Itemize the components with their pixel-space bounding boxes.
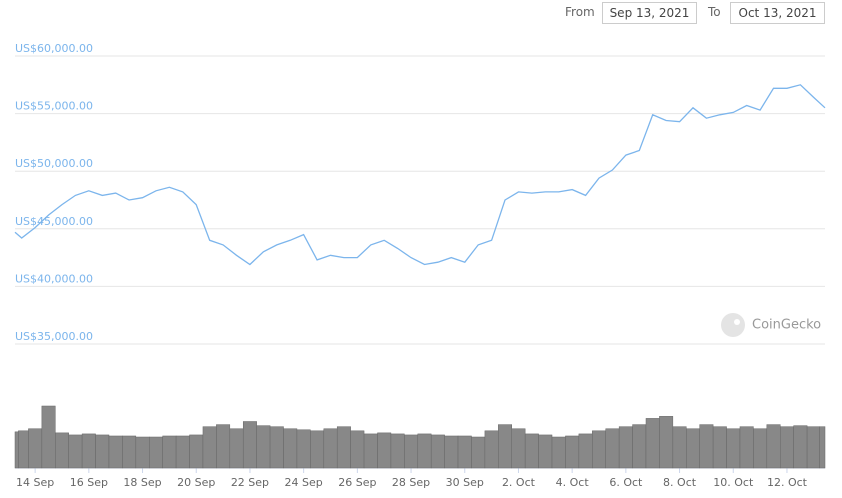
- volume-bar: [269, 426, 284, 469]
- volume-bar: [484, 430, 499, 469]
- volume-bar: [659, 416, 674, 469]
- volume-bar: [404, 434, 419, 469]
- volume-bar: [310, 430, 325, 469]
- y-tick-label: US$55,000.00: [15, 100, 93, 113]
- volume-bar: [417, 433, 432, 469]
- volume-bar: [726, 428, 741, 469]
- volume-bar: [511, 428, 526, 469]
- watermark: CoinGecko: [752, 318, 821, 333]
- volume-bar: [296, 429, 311, 469]
- volume-bar: [618, 426, 633, 469]
- y-tick-label: US$50,000.00: [15, 157, 93, 170]
- x-tick-label: 14 Sep: [16, 476, 54, 489]
- volume-bar: [14, 431, 19, 469]
- volume-bar: [202, 426, 217, 469]
- to-date-input[interactable]: Oct 13, 2021: [730, 2, 825, 24]
- volume-bar: [806, 426, 820, 469]
- volume-bar: [551, 436, 566, 469]
- volume-bar: [175, 435, 190, 469]
- volume-bar: [632, 424, 647, 469]
- volume-bar: [363, 433, 378, 469]
- volume-bar: [444, 435, 459, 469]
- volume-bar: [216, 424, 231, 469]
- volume-bar: [377, 432, 392, 469]
- volume-bar: [122, 435, 137, 469]
- volume-bar: [699, 424, 714, 469]
- volume-bar: [229, 428, 244, 469]
- volume-bar: [81, 433, 96, 469]
- volume-bar: [524, 433, 539, 469]
- volume-bar: [390, 433, 405, 469]
- x-tick-label: 24 Sep: [285, 476, 323, 489]
- volume-bar: [135, 436, 150, 469]
- y-tick-label: US$40,000.00: [15, 272, 93, 285]
- volume-bar: [819, 426, 826, 469]
- watermark-logo: [721, 313, 745, 337]
- volume-bar: [108, 435, 123, 469]
- volume-bar: [350, 430, 365, 469]
- x-tick-label: 10. Oct: [713, 476, 754, 489]
- volume-bar: [95, 434, 110, 469]
- volume-bar: [645, 418, 660, 469]
- volume-bar: [18, 430, 29, 469]
- volume-bar: [162, 435, 177, 469]
- volume-bar: [55, 432, 69, 469]
- x-tick-label: 30 Sep: [446, 476, 484, 489]
- x-tick-label: 22 Sep: [231, 476, 269, 489]
- volume-bar: [336, 426, 351, 469]
- price-line: [14, 84, 826, 266]
- x-tick-label: 26 Sep: [338, 476, 376, 489]
- volume-bar: [68, 434, 83, 469]
- volume-bar: [672, 426, 687, 469]
- y-tick-label: US$35,000.00: [15, 330, 93, 343]
- to-label: To: [708, 5, 721, 19]
- volume-bar: [592, 430, 606, 469]
- from-label: From: [565, 5, 595, 19]
- x-tick-label: 12. Oct: [767, 476, 808, 489]
- volume-bar: [766, 424, 781, 469]
- x-tick-label: 18 Sep: [123, 476, 161, 489]
- volume-bar: [471, 436, 486, 469]
- volume-bar: [779, 426, 794, 469]
- volume-bar: [242, 421, 257, 469]
- x-tick-label: 16 Sep: [70, 476, 108, 489]
- volume-bar: [256, 425, 271, 469]
- volume-bar: [712, 426, 727, 469]
- volume-bar: [41, 405, 56, 469]
- watermark-logo-eye: [734, 319, 740, 325]
- y-tick-label: US$45,000.00: [15, 215, 93, 228]
- volume-bar: [793, 425, 808, 469]
- x-tick-label: 8. Oct: [663, 476, 697, 489]
- volume-bar: [578, 433, 593, 469]
- x-tick-label: 2. Oct: [502, 476, 536, 489]
- volume-bar: [605, 428, 620, 469]
- volume-bar: [753, 428, 768, 469]
- x-tick-label: 6. Oct: [609, 476, 643, 489]
- volume-bar: [686, 428, 700, 469]
- x-tick-label: 20 Sep: [177, 476, 215, 489]
- volume-bar: [323, 428, 338, 469]
- x-tick-label: 4. Oct: [556, 476, 590, 489]
- volume-bar: [538, 434, 553, 469]
- volume-bar: [565, 435, 580, 469]
- volume-bar: [498, 424, 512, 469]
- volume-bar: [28, 428, 43, 469]
- volume-bar: [739, 426, 754, 469]
- y-tick-label: US$60,000.00: [15, 42, 93, 55]
- volume-bar: [457, 435, 472, 469]
- volume-bar: [430, 434, 445, 469]
- volume-bar: [283, 428, 298, 469]
- from-date-input[interactable]: Sep 13, 2021: [602, 2, 697, 24]
- volume-bar: [189, 434, 204, 469]
- x-tick-label: 28 Sep: [392, 476, 430, 489]
- volume-bar: [149, 436, 163, 469]
